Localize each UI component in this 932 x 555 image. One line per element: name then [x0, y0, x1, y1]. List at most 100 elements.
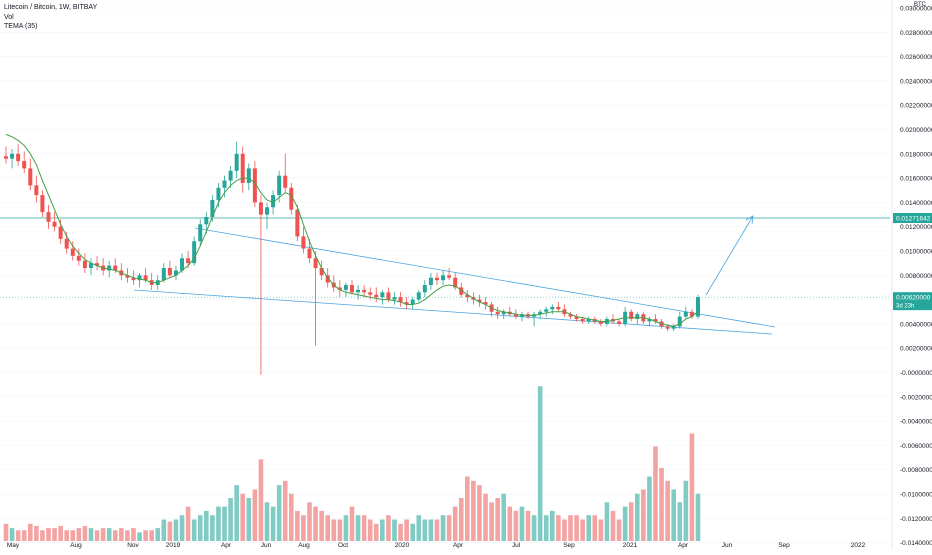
projection-arrowhead [745, 215, 754, 225]
candle-body [113, 265, 118, 271]
price-labels: 0.01271642 0.00620000 3d 23h [893, 212, 932, 311]
volume-bar [562, 519, 567, 541]
volume-bar [161, 519, 167, 541]
candle-body [580, 319, 585, 322]
y-tick-label: -0.01000000 [900, 492, 932, 499]
volume-bar [471, 480, 476, 541]
volume-bar [46, 528, 51, 541]
x-tick-label: Aug [298, 542, 310, 549]
candle-body [198, 224, 203, 242]
x-tick-label: Oct [338, 542, 348, 549]
candle-body [683, 311, 688, 317]
candle-body [289, 187, 294, 210]
candle-body [629, 311, 634, 320]
volume-bar [574, 515, 579, 541]
candle-body [271, 195, 276, 208]
volume-bar [27, 523, 33, 541]
candle-body [653, 319, 658, 322]
candle-body [95, 263, 100, 266]
volume-bar [641, 489, 646, 541]
y-tick-label: -0.00400000 [900, 419, 932, 426]
volume-bar [228, 498, 233, 541]
candle-body [82, 260, 87, 269]
volume-legend[interactable]: Vol [4, 13, 14, 21]
x-axis[interactable]: May Aug Nov 2019 Apr Jun Aug Oct 2020 Apr Jul Sep 20… [7, 542, 866, 549]
volume-bar [404, 519, 409, 541]
candle-body [416, 292, 421, 300]
candle-body [677, 316, 682, 327]
x-tick-label: Apr [221, 542, 232, 549]
y-axis[interactable]: 0.03000000 0.02800000 0.02600000 0.02400000… [891, 0, 932, 550]
volume-bar [519, 506, 525, 541]
x-tick-label: Nov [127, 542, 139, 549]
volume-bar [550, 510, 555, 541]
volume-bar [422, 519, 428, 541]
symbol-title[interactable]: Litecoin / Bitcoin, 1W, BITBAY [4, 4, 98, 11]
volume-bar [592, 515, 598, 541]
candle-body [343, 285, 348, 290]
volume-bar [15, 530, 21, 541]
candle-body [325, 275, 330, 283]
volume-bar [325, 515, 331, 541]
tema-legend[interactable]: TEMA (35) [4, 23, 38, 30]
projection-arrow[interactable] [705, 215, 754, 296]
volume-bar [282, 480, 288, 541]
volume-bar [537, 386, 543, 541]
lower-trendline[interactable] [133, 289, 773, 335]
candle-body [368, 292, 373, 295]
candle-body [143, 275, 148, 281]
volume-bar [234, 485, 239, 541]
candle-body [52, 221, 57, 227]
candle-body [356, 289, 361, 293]
volume-bar [477, 485, 482, 541]
volume-bar [9, 528, 15, 541]
candle-body [307, 248, 312, 259]
candle-body [544, 309, 549, 312]
candle-body [173, 270, 178, 276]
volume-bar [677, 502, 683, 541]
x-tick-label: Jun [722, 542, 733, 549]
volume-bar [112, 530, 118, 541]
volume-bar [252, 489, 258, 541]
candle-body [501, 311, 506, 315]
candle-body [16, 153, 21, 162]
volume-bar [264, 502, 270, 541]
candle-body [404, 302, 409, 305]
candle-body [465, 294, 470, 298]
y-tick-label: 0.02600000 [900, 54, 932, 61]
candle-body [88, 263, 93, 269]
candle-body [574, 316, 579, 320]
volume-bar [258, 459, 264, 541]
volume-bar [452, 506, 458, 541]
volume-bar [501, 493, 507, 541]
volume-bar [82, 525, 88, 541]
volume-bar [216, 506, 221, 541]
candle-body [447, 275, 452, 278]
candle-body [483, 302, 488, 305]
volume-bar [440, 515, 446, 541]
volume-bar [155, 528, 161, 541]
candle-body [76, 255, 81, 261]
candle-body [586, 319, 591, 322]
volume-bar [34, 525, 39, 541]
candle-body [125, 275, 130, 278]
candle-body [34, 185, 39, 196]
volume-bar [301, 515, 306, 541]
volume-bar [434, 519, 440, 541]
candle-body [647, 319, 652, 322]
volume-bar [343, 515, 349, 541]
upper-trendline[interactable] [194, 227, 776, 328]
x-tick-label: Apr [678, 542, 689, 549]
candle-body [228, 170, 233, 181]
volume-bar [246, 498, 252, 541]
volume-bar [319, 510, 324, 541]
candle-body [689, 311, 694, 317]
candle-body [349, 285, 354, 293]
x-tick-label: Sep [563, 542, 575, 549]
candle-body [167, 268, 172, 276]
candle-body [428, 277, 433, 286]
price-label-resistance: 0.01271642 [896, 215, 931, 222]
candle-body [10, 153, 15, 159]
